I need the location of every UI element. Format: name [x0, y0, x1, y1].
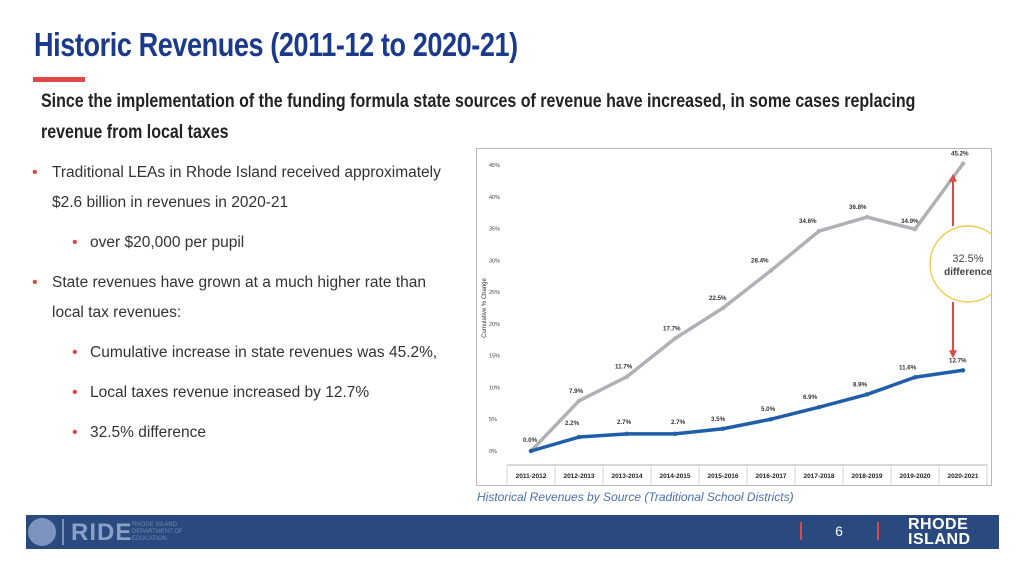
- data-point: [672, 336, 678, 341]
- local-data-label: 6.9%: [803, 394, 818, 401]
- arrow-head-up-icon: [949, 173, 957, 182]
- y-tick-label: 15%: [489, 354, 500, 360]
- data-point: [960, 368, 966, 373]
- data-point: [672, 431, 678, 437]
- state-data-label: 17.7%: [663, 326, 681, 333]
- difference-label: difference: [944, 267, 991, 278]
- y-tick-label: 40%: [489, 195, 500, 201]
- data-point: [912, 226, 918, 232]
- x-tick-label: 2016-2017: [755, 473, 786, 480]
- bullet-icon: •: [72, 424, 78, 441]
- page-subtitle: Since the implementation of the funding …: [41, 90, 916, 143]
- bullet-icon: •: [72, 234, 78, 251]
- x-tick-label: 2020-2021: [947, 473, 978, 480]
- data-point: [816, 228, 822, 234]
- y-tick-label: 45%: [489, 163, 500, 169]
- arrow-head-down-icon: [949, 350, 957, 359]
- bullet-item: • 32.5% difference: [70, 418, 460, 448]
- local-data-label: 8.9%: [853, 381, 868, 388]
- rhode-island-logo: RHODE ISLAND: [908, 516, 971, 548]
- title-underline: [33, 77, 85, 82]
- data-point: [576, 398, 582, 403]
- bullet-item: • Local taxes revenue increased by 12.7%: [70, 378, 460, 408]
- logo-divider: [62, 519, 64, 545]
- bullet-item: • Cumulative increase in state revenues w…: [70, 338, 460, 368]
- y-tick-label: 5%: [489, 417, 497, 423]
- chart-caption: Historical Revenues by Source (Tradition…: [477, 490, 794, 504]
- ride-logo-text: RIDE: [71, 519, 133, 546]
- page-number-divider-left: [800, 522, 802, 540]
- local-data-label: 2.2%: [565, 420, 580, 427]
- data-point: [720, 426, 726, 431]
- bullet-item: • State revenues have grown at a much hig…: [30, 268, 460, 328]
- page-number: 6: [835, 523, 843, 539]
- local-data-label: 0.0%: [523, 437, 538, 444]
- bullet-icon: •: [72, 384, 78, 401]
- data-point: [768, 268, 774, 273]
- difference-value: 32.5%: [952, 253, 983, 265]
- y-tick-label: 35%: [489, 227, 500, 233]
- local-data-label: 11.6%: [899, 364, 917, 371]
- local-data-label: 5.0%: [761, 406, 776, 413]
- state-data-label: 34.6%: [799, 218, 817, 225]
- x-tick-label: 2011-2012: [516, 473, 547, 480]
- bullet-icon: •: [32, 274, 38, 291]
- local-data-label: 2.7%: [617, 419, 632, 426]
- page-number-divider-right: [877, 522, 879, 540]
- data-point: [816, 404, 822, 410]
- state-data-label: 36.8%: [849, 204, 867, 211]
- state-data-label: 34.9%: [901, 218, 919, 225]
- y-tick-label: 0%: [489, 449, 497, 455]
- y-tick-label: 20%: [489, 322, 500, 328]
- page-title: Historic Revenues (2011-12 to 2020-21): [34, 26, 518, 63]
- data-point: [624, 374, 630, 379]
- bullet-icon: •: [32, 164, 38, 181]
- data-point: [912, 375, 918, 380]
- data-point: [864, 392, 870, 397]
- data-point: [768, 417, 774, 422]
- state-data-label: 7.9%: [569, 388, 584, 395]
- x-tick-label: 2019-2020: [899, 473, 930, 480]
- revenue-line-chart: 0% 5% 10% 15% 20% 25% 30% 35% 40% 45% Cumulative %…: [482, 151, 1007, 485]
- local-taxes-line: [529, 368, 965, 453]
- bullet-item: • over $20,000 per pupil: [70, 228, 460, 258]
- footer-bar: RIDE RHODE ISLAND DEPARTMENT OF EDUCATIO…: [26, 515, 999, 549]
- x-tick-label: 2014-2015: [659, 473, 690, 480]
- state-data-label: 22.5%: [709, 295, 727, 302]
- y-tick-label: 10%: [489, 385, 500, 391]
- bullet-list: • Traditional LEAs in Rhode Island receiv…: [30, 158, 460, 458]
- data-point: [576, 434, 582, 440]
- data-point: [864, 214, 870, 220]
- state-data-label: 11.7%: [615, 364, 633, 371]
- local-data-label: 2.7%: [671, 419, 686, 426]
- data-point: [720, 305, 726, 311]
- bullet-icon: •: [72, 344, 78, 361]
- local-data-label: 12.7%: [949, 357, 967, 364]
- x-tick-label: 2018-2019: [851, 473, 882, 480]
- y-tick-label: 30%: [489, 258, 500, 264]
- x-tick-label: 2012-2013: [563, 473, 594, 480]
- data-point: [528, 448, 534, 454]
- y-axis-label: Cumulative % Change: [482, 277, 488, 337]
- x-tick-label: 2013-2014: [611, 473, 642, 480]
- data-point: [960, 161, 966, 166]
- x-tick-label: 2017-2018: [803, 473, 834, 480]
- ride-logo-icon: [28, 518, 56, 546]
- local-data-label: 3.5%: [711, 416, 726, 423]
- ride-logo-subtext: RHODE ISLAND DEPARTMENT OF EDUCATION: [132, 522, 183, 542]
- state-data-label: 45.2%: [951, 151, 969, 158]
- y-tick-label: 25%: [489, 290, 500, 296]
- state-data-label: 28.4%: [751, 258, 769, 265]
- bullet-item: • Traditional LEAs in Rhode Island receiv…: [30, 158, 460, 218]
- data-point: [624, 431, 630, 437]
- state-revenue-line: [529, 161, 965, 453]
- chart-panel: 0% 5% 10% 15% 20% 25% 30% 35% 40% 45% Cumulative %…: [476, 148, 1007, 486]
- x-tick-label: 2015-2016: [707, 473, 738, 480]
